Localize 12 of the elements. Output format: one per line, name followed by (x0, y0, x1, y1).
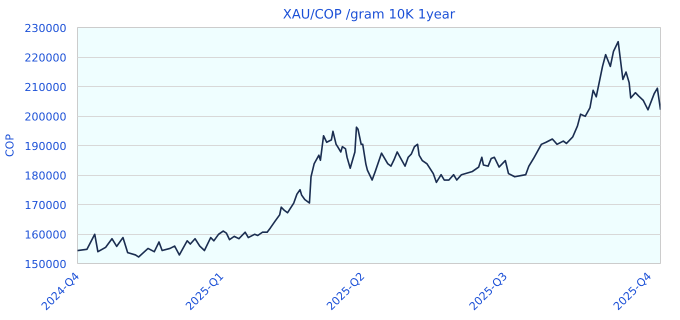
y-tick-label: 230000 (24, 22, 67, 35)
y-tick-label: 180000 (24, 170, 67, 182)
y-tick-label: 190000 (24, 140, 67, 153)
line-series (78, 40, 660, 258)
y-tick-label: 210000 (24, 81, 67, 94)
chart-title: XAU/COP /gram 10K 1year (282, 8, 456, 22)
y-tick-label: 220000 (24, 52, 67, 64)
y-tick-label: 170000 (24, 199, 67, 212)
y-tick-label: 200000 (24, 110, 67, 124)
y-tick-label: 150000 (24, 258, 67, 271)
y-tick-label: 160000 (24, 228, 67, 242)
y-axis-title: COP (4, 134, 17, 157)
